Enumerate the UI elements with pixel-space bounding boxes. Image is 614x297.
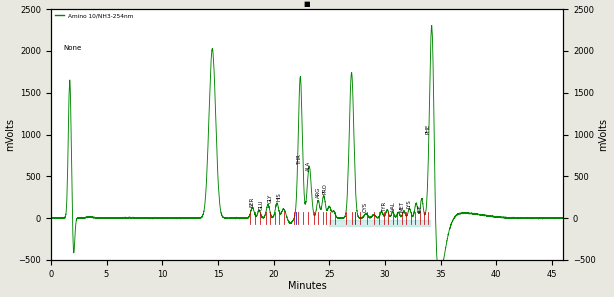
Text: GLU: GLU xyxy=(259,199,264,210)
Text: SER: SER xyxy=(250,197,255,207)
Y-axis label: mVolts: mVolts xyxy=(6,118,15,151)
Text: PRO: PRO xyxy=(322,184,327,194)
Y-axis label: mVolts: mVolts xyxy=(599,118,608,151)
Text: MET: MET xyxy=(399,201,404,212)
Text: ARG: ARG xyxy=(316,187,321,198)
Text: ILE: ILE xyxy=(417,204,422,212)
Text: None: None xyxy=(64,45,82,51)
Text: GLY: GLY xyxy=(268,194,273,203)
Text: ■: ■ xyxy=(304,1,310,7)
Legend: Amino 10/NH3-254nm: Amino 10/NH3-254nm xyxy=(53,12,135,19)
Text: PHE: PHE xyxy=(426,124,431,135)
Text: CYS: CYS xyxy=(362,202,367,212)
Text: ALA: ALA xyxy=(306,161,311,171)
Text: LYS: LYS xyxy=(407,199,412,208)
Text: TYR: TYR xyxy=(383,200,387,211)
Text: THR: THR xyxy=(297,153,301,164)
Text: VAL: VAL xyxy=(391,202,397,211)
X-axis label: Minutes: Minutes xyxy=(287,282,327,291)
Text: HIS: HIS xyxy=(277,193,282,201)
